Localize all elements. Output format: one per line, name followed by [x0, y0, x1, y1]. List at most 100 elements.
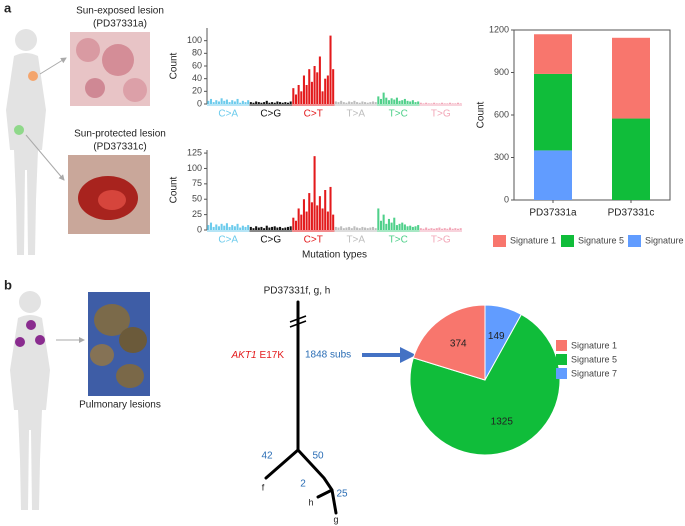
y-axis-label: Count: [169, 52, 180, 79]
bar: [308, 193, 311, 230]
slice-label: 149: [488, 331, 505, 342]
bar: [265, 225, 268, 230]
bar: [395, 97, 398, 104]
driver-label: AKT1 E17K: [231, 350, 285, 361]
photo: [68, 155, 150, 234]
bar: [401, 222, 404, 230]
bar: [332, 69, 335, 104]
bar: [345, 227, 348, 230]
bar: [350, 228, 353, 230]
bar: [249, 226, 252, 230]
bar: [302, 199, 305, 230]
bar: [289, 101, 292, 104]
bar: [207, 100, 210, 104]
bar: [255, 226, 258, 230]
bar: [411, 226, 414, 230]
bar: [390, 222, 393, 230]
bar: [286, 102, 290, 104]
bar: [294, 220, 298, 230]
bar: [361, 226, 364, 230]
bar: [209, 98, 213, 104]
tree-root-label: PD37331f, g, h: [264, 286, 331, 297]
bar: [409, 101, 412, 104]
bar: [398, 223, 401, 230]
bar: [411, 100, 414, 104]
bar: [212, 102, 215, 104]
bar: [406, 226, 409, 230]
bar: [225, 223, 228, 230]
bar: [379, 98, 383, 104]
branch-length: 50: [312, 451, 324, 462]
bar: [393, 217, 396, 230]
bar: [435, 228, 438, 230]
legend-label: Signature 1: [571, 340, 617, 350]
bar: [454, 103, 457, 104]
bar: [382, 214, 385, 230]
bar: [433, 102, 436, 104]
bar: [353, 226, 356, 230]
group-label: T>A: [346, 235, 365, 246]
body-silhouette: [10, 291, 50, 510]
bar: [409, 225, 412, 230]
bar: [348, 101, 351, 104]
bar: [241, 225, 244, 230]
y-tick-label: 100: [187, 35, 202, 45]
bar: [220, 223, 223, 230]
y-tick-label: 60: [192, 60, 202, 70]
group-label: C>G: [260, 235, 281, 246]
lesion-dot: [28, 71, 38, 81]
bar: [207, 225, 210, 230]
bar: [215, 224, 218, 230]
legend-label: Signature 7: [571, 368, 617, 378]
bar: [228, 226, 231, 230]
bar: [438, 227, 441, 230]
pie-slice: [412, 304, 486, 381]
bar: [316, 205, 319, 230]
bar: [276, 101, 279, 104]
branch-length: 42: [261, 451, 273, 462]
bar: [268, 102, 271, 104]
bar: [292, 88, 295, 104]
bar: [209, 222, 213, 230]
bar: [342, 228, 345, 230]
legend-swatch: [556, 368, 567, 379]
bar: [233, 101, 236, 104]
bar: [247, 225, 250, 230]
bar: [217, 101, 220, 104]
bar: [310, 202, 313, 230]
driver-variant: E17K: [260, 350, 285, 361]
bar: [332, 214, 335, 230]
bar: [305, 211, 308, 230]
legend-label: Signature 1: [510, 235, 556, 245]
lesion-title: Sun-exposed lesion: [76, 6, 164, 17]
legend-swatch: [556, 340, 567, 351]
bar: [422, 103, 425, 104]
driver-gene: AKT1: [231, 350, 257, 361]
y-tick-label: 25: [192, 209, 202, 219]
bar: [390, 98, 393, 104]
leaf-label: g: [333, 514, 338, 524]
bar: [292, 217, 295, 230]
bar: [334, 226, 337, 230]
bar: [350, 102, 353, 104]
bar: [212, 226, 215, 230]
bar: [371, 226, 375, 230]
bar: [417, 101, 420, 104]
y-axis-label: Count: [169, 176, 180, 203]
bar: [364, 227, 367, 230]
bar: [441, 228, 444, 230]
bar: [430, 228, 433, 230]
bar: [385, 97, 388, 104]
bar: [260, 226, 263, 230]
leaf-label: f: [262, 482, 265, 492]
bar: [345, 102, 348, 104]
bar: [374, 102, 377, 104]
bar: [244, 102, 247, 104]
bar: [308, 69, 311, 104]
bar: [302, 75, 305, 104]
bar: [406, 100, 409, 104]
y-tick-label: 900: [494, 67, 509, 77]
bar: [456, 102, 460, 104]
bar: [228, 102, 231, 104]
bar: [239, 102, 242, 104]
